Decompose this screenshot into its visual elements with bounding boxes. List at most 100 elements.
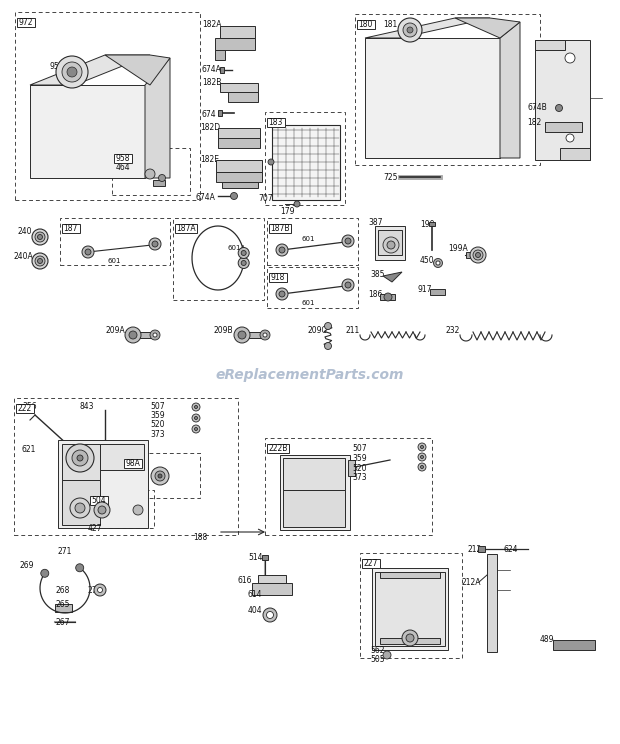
Circle shape [403, 23, 417, 37]
Circle shape [76, 564, 84, 572]
Circle shape [276, 288, 288, 300]
Polygon shape [375, 226, 405, 260]
Circle shape [433, 258, 443, 268]
Polygon shape [145, 58, 170, 178]
Text: 562: 562 [370, 646, 384, 655]
Circle shape [32, 253, 48, 269]
Text: 211: 211 [345, 326, 359, 335]
Circle shape [67, 67, 77, 77]
Polygon shape [455, 18, 520, 38]
Circle shape [153, 333, 157, 337]
Circle shape [82, 246, 94, 258]
Text: 268: 268 [56, 586, 71, 595]
Circle shape [383, 237, 399, 253]
Text: 464: 464 [116, 163, 131, 172]
Circle shape [66, 444, 94, 472]
Circle shape [384, 293, 392, 301]
Circle shape [35, 232, 45, 242]
Bar [357, 20, 374, 29]
Circle shape [420, 466, 423, 469]
Text: eReplacementParts.com: eReplacementParts.com [216, 368, 404, 382]
Text: 269: 269 [20, 561, 35, 570]
Circle shape [402, 630, 418, 646]
Circle shape [97, 588, 102, 592]
Bar [360, 553, 462, 658]
Bar [90, 496, 107, 505]
Bar [265, 438, 432, 535]
Bar [272, 125, 340, 200]
Circle shape [129, 331, 137, 339]
Text: 199A: 199A [448, 244, 467, 253]
Circle shape [556, 104, 562, 112]
Text: 188: 188 [193, 533, 207, 542]
Text: 918: 918 [270, 273, 285, 282]
Circle shape [231, 193, 237, 199]
Text: 187B: 187B [270, 224, 290, 233]
Bar [124, 459, 141, 468]
Text: 182B: 182B [202, 78, 221, 87]
Polygon shape [242, 332, 262, 338]
Polygon shape [365, 38, 500, 158]
Circle shape [125, 327, 141, 343]
Text: 359: 359 [352, 454, 366, 463]
Circle shape [383, 651, 391, 659]
Circle shape [387, 241, 395, 249]
Circle shape [37, 234, 43, 240]
Bar [88, 490, 154, 528]
Text: 972: 972 [19, 18, 33, 27]
Text: 674: 674 [202, 110, 216, 119]
Bar [267, 118, 285, 127]
Circle shape [192, 414, 200, 422]
Text: 373: 373 [352, 473, 366, 482]
Polygon shape [262, 555, 268, 560]
Bar [267, 444, 289, 453]
Text: 404: 404 [248, 606, 263, 615]
Polygon shape [375, 572, 445, 646]
Circle shape [159, 175, 166, 182]
Text: 187: 187 [64, 224, 78, 233]
Circle shape [155, 471, 165, 481]
Circle shape [418, 443, 426, 451]
Circle shape [263, 608, 277, 622]
Circle shape [145, 169, 155, 179]
Circle shape [56, 56, 88, 88]
Text: 356: 356 [22, 402, 37, 411]
Bar [355, 14, 540, 165]
Text: 601: 601 [108, 258, 122, 264]
Text: 674A: 674A [202, 65, 222, 74]
Circle shape [158, 474, 162, 478]
Polygon shape [535, 40, 565, 50]
Circle shape [195, 405, 198, 408]
Polygon shape [553, 640, 595, 650]
Text: 209A: 209A [105, 326, 125, 335]
Bar [267, 267, 358, 308]
Circle shape [37, 258, 43, 263]
Circle shape [32, 229, 48, 245]
Text: 616: 616 [238, 576, 252, 585]
Circle shape [324, 322, 332, 330]
Polygon shape [30, 55, 150, 85]
Polygon shape [348, 460, 355, 476]
Polygon shape [218, 138, 260, 148]
Circle shape [294, 201, 300, 207]
Bar [15, 12, 200, 200]
Text: 387: 387 [368, 218, 383, 227]
Polygon shape [378, 230, 402, 255]
Polygon shape [62, 444, 100, 480]
Text: 674A: 674A [195, 193, 215, 202]
Text: 209B: 209B [213, 326, 232, 335]
Polygon shape [500, 22, 520, 158]
Text: 212A: 212A [462, 578, 482, 587]
Polygon shape [133, 332, 152, 338]
Polygon shape [216, 160, 262, 172]
Text: 271: 271 [58, 547, 73, 556]
Circle shape [276, 244, 288, 256]
Polygon shape [380, 572, 440, 578]
Circle shape [192, 425, 200, 433]
Circle shape [241, 251, 246, 255]
Text: 707: 707 [258, 194, 273, 203]
Polygon shape [220, 26, 255, 38]
Text: 227: 227 [363, 559, 378, 568]
Text: 450: 450 [420, 256, 435, 265]
Circle shape [150, 330, 160, 340]
